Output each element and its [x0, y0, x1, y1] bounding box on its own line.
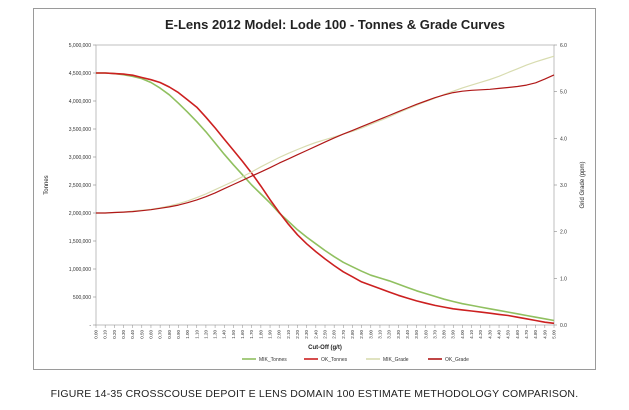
x-tick-label: 1.40 [222, 330, 227, 339]
y2-tick-label: 6.0 [560, 43, 567, 49]
x-tick-label: 4.20 [478, 330, 483, 339]
x-tick-label: 0.30 [121, 330, 126, 339]
x-tick-label: 4.50 [506, 330, 511, 339]
x-tick-label: 2.10 [286, 330, 291, 339]
x-tick-label: 4.00 [460, 330, 465, 339]
x-tick-label: 0.50 [139, 330, 144, 339]
chart-svg: E-Lens 2012 Model: Lode 100 - Tonnes & G… [44, 17, 586, 363]
y2-tick-label: 4.0 [560, 136, 567, 142]
x-tick-label: 4.10 [469, 330, 474, 339]
x-tick-label: 2.70 [341, 330, 346, 339]
series-line-ok-grade [96, 74, 555, 214]
x-axis-title: Cut-Off (g/t) [308, 345, 342, 351]
legend-label: OK_Grade [445, 357, 469, 363]
y-tick-label: 3,000,000 [69, 155, 91, 161]
x-tick-label: 0.90 [176, 330, 181, 339]
series-line-ok-tonnes [96, 72, 555, 325]
x-tick-label: 0.00 [94, 330, 99, 339]
legend-label: MIK_Grade [383, 357, 409, 363]
x-tick-label: 3.20 [387, 330, 392, 339]
y-tick-label: 5,000,000 [69, 43, 91, 49]
x-tick-label: 3.30 [396, 330, 401, 339]
x-tick-label: 1.90 [268, 330, 273, 339]
series-line-mik-grade [96, 55, 555, 214]
x-tick-label: 2.50 [323, 330, 328, 339]
chart-title: E-Lens 2012 Model: Lode 100 - Tonnes & G… [165, 17, 505, 32]
y-tick-label: 3,500,000 [69, 127, 91, 133]
x-tick-label: 0.60 [148, 330, 153, 339]
x-tick-label: 3.90 [451, 330, 456, 339]
x-tick-label: 0.20 [112, 330, 117, 339]
y-tick-label: 4,000,000 [69, 99, 91, 105]
x-tick-label: 1.10 [194, 330, 199, 339]
y2-axis-title: Grid Grade (ppm) [580, 161, 586, 208]
x-tick-label: 2.40 [313, 330, 318, 339]
y-tick-label: 2,500,000 [69, 183, 91, 189]
x-tick-label: 4.40 [497, 330, 502, 339]
x-tick-label: 4.30 [487, 330, 492, 339]
x-tick-label: 3.80 [442, 330, 447, 339]
y-tick-label: 1,500,000 [69, 239, 91, 245]
x-tick-label: 1.20 [203, 330, 208, 339]
y-tick-label: 4,500,000 [69, 71, 91, 77]
y-tick-label: 2,000,000 [69, 211, 91, 217]
x-tick-label: 2.90 [359, 330, 364, 339]
y2-tick-label: 2.0 [560, 230, 567, 236]
figure-caption: FIGURE 14-35 CROSSCOUSE DEPOIT E LENS DO… [50, 388, 579, 400]
x-tick-label: 1.50 [231, 330, 236, 339]
x-tick-label: 4.80 [533, 330, 538, 339]
y2-tick-label: 3.0 [560, 183, 567, 189]
x-tick-label: 4.60 [515, 330, 520, 339]
x-tick-label: 5.00 [552, 330, 557, 339]
x-tick-label: 2.30 [304, 330, 309, 339]
x-tick-label: 3.00 [368, 330, 373, 339]
x-tick-label: 0.40 [130, 330, 135, 339]
x-tick-label: 0.70 [158, 330, 163, 339]
x-tick-label: 1.70 [249, 330, 254, 339]
x-tick-label: 1.60 [240, 330, 245, 339]
y-axis-title: Tonnes [44, 175, 50, 194]
x-tick-label: 1.80 [258, 330, 263, 339]
x-tick-label: 3.50 [414, 330, 419, 339]
x-tick-label: 3.10 [377, 330, 382, 339]
x-tick-label: 3.60 [423, 330, 428, 339]
series-line-mik-tonnes [96, 72, 555, 322]
y-tick-label: - [89, 323, 91, 329]
legend-label: OK_Tonnes [321, 357, 348, 363]
x-tick-label: 2.60 [332, 330, 337, 339]
x-tick-label: 1.30 [213, 330, 218, 339]
y2-tick-label: 1.0 [560, 276, 567, 282]
y2-tick-label: 0.0 [560, 323, 567, 329]
x-tick-label: 2.20 [295, 330, 300, 339]
x-tick-label: 3.70 [432, 330, 437, 339]
chart-frame: E-Lens 2012 Model: Lode 100 - Tonnes & G… [33, 8, 596, 370]
legend-label: MIK_Tonnes [259, 357, 287, 363]
x-tick-label: 1.00 [185, 330, 190, 339]
x-tick-label: 3.40 [405, 330, 410, 339]
x-tick-label: 2.00 [277, 330, 282, 339]
x-tick-label: 4.90 [542, 330, 547, 339]
y-tick-label: 1,000,000 [69, 267, 91, 273]
x-tick-label: 0.10 [103, 330, 108, 339]
y2-tick-label: 5.0 [560, 90, 567, 96]
plot-area [95, 44, 555, 326]
x-tick-label: 4.70 [524, 330, 529, 339]
x-tick-label: 2.80 [350, 330, 355, 339]
x-tick-label: 0.80 [167, 330, 172, 339]
y-tick-label: 500,000 [73, 295, 91, 301]
